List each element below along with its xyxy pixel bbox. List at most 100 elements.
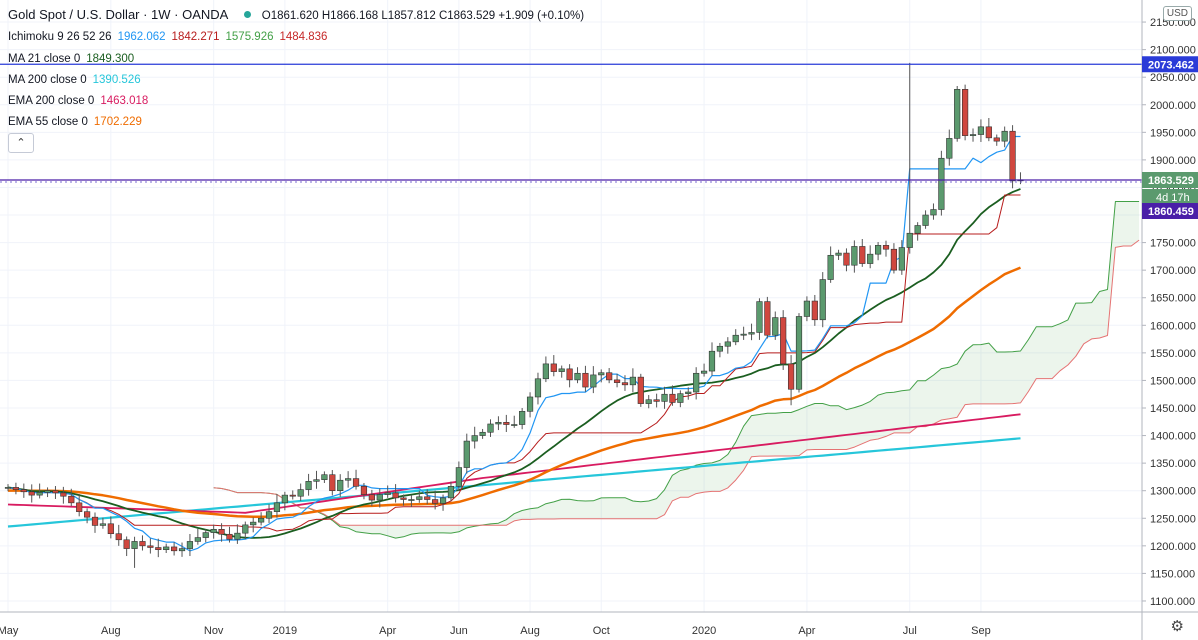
candle-body xyxy=(139,541,146,547)
candle-body xyxy=(716,345,723,352)
candle-body xyxy=(210,528,217,533)
price-tick-label: 1100.000 xyxy=(1150,596,1195,608)
candle-body xyxy=(36,492,43,496)
candle-body xyxy=(874,245,882,255)
indicator-label: EMA 200 close 0 xyxy=(8,95,95,108)
currency-button[interactable]: USD xyxy=(1162,6,1192,21)
candle-body xyxy=(479,431,486,436)
candle-body xyxy=(281,494,288,504)
time-tick-label: Sep xyxy=(971,625,991,637)
ma21-line xyxy=(7,188,1021,539)
candle-body xyxy=(938,157,945,210)
high-price-tag-bg xyxy=(1142,56,1198,73)
price-tick-label: 2100.000 xyxy=(1150,45,1196,57)
candle-body xyxy=(914,225,921,234)
candle-body xyxy=(764,301,771,336)
market-status-icon xyxy=(243,11,251,18)
candle-body xyxy=(28,491,35,496)
candle-body xyxy=(186,541,194,549)
candle-body xyxy=(12,487,20,490)
candle-body xyxy=(76,502,83,512)
candle-body xyxy=(20,489,27,493)
price-tick-label: 2050.000 xyxy=(1150,72,1196,84)
ema55-line xyxy=(7,266,1021,519)
candle-body xyxy=(511,424,518,426)
candle-body xyxy=(598,372,605,376)
candle-body xyxy=(835,252,842,256)
price-tick-label: 1550.000 xyxy=(1150,348,1196,360)
candle-body xyxy=(519,411,526,425)
indicator-value: 1484.836 xyxy=(279,31,328,44)
symbol-title[interactable]: Gold Spot / U.S. Dollar · 1W · OANDA xyxy=(8,7,229,22)
indicator-row[interactable]: Ichimoku 9 26 52 26 1962.062 1842.271 1575.… xyxy=(8,27,584,48)
candle-body xyxy=(131,541,138,549)
candle-body xyxy=(171,546,178,552)
candle-body xyxy=(107,523,114,535)
indicator-value: 1575.926 xyxy=(225,31,274,44)
time-tick-label: Apr xyxy=(798,625,815,637)
settings-gear-icon[interactable]: ⚙ xyxy=(1170,618,1184,635)
candle-body xyxy=(613,379,621,383)
indicator-value: 1962.062 xyxy=(117,31,166,44)
collapse-legend-button[interactable]: ⌃ xyxy=(8,133,34,153)
price-tick-label: 2000.000 xyxy=(1150,100,1196,112)
candle-body xyxy=(368,494,375,501)
candle-body xyxy=(503,422,510,425)
candle-body xyxy=(392,492,399,499)
candle-body xyxy=(400,497,407,500)
candle-body xyxy=(906,232,913,248)
candle-body xyxy=(772,317,779,336)
candle-body xyxy=(297,489,304,497)
candle-body xyxy=(993,137,1000,142)
candle-body xyxy=(447,485,455,499)
candle-body xyxy=(882,245,890,250)
candle-body xyxy=(843,252,850,266)
time-tick-label: 2020 xyxy=(692,625,716,637)
indicator-row[interactable]: MA 200 close 0 1390.526 xyxy=(8,70,584,91)
candle-body xyxy=(890,248,898,271)
indicator-value: 1702.229 xyxy=(93,116,142,129)
candle-body xyxy=(408,499,415,501)
time-tick-label: 2019 xyxy=(273,625,297,637)
indicator-value: 1849.300 xyxy=(86,52,135,65)
candle-body xyxy=(637,376,644,404)
candle-body xyxy=(424,496,431,500)
candle-body xyxy=(700,370,708,374)
candle-body xyxy=(60,492,67,497)
candle-body xyxy=(606,372,613,381)
candle-body xyxy=(629,376,636,386)
candle-body xyxy=(867,253,874,264)
candle-body xyxy=(194,537,201,542)
price-tick-label: 1300.000 xyxy=(1150,486,1196,498)
candle-body xyxy=(202,532,209,538)
candle-body xyxy=(558,368,565,372)
candle-body xyxy=(954,89,961,139)
ichimoku-kijun xyxy=(7,194,1021,532)
candle-body xyxy=(44,490,51,493)
candle-body xyxy=(851,246,858,266)
candle-body xyxy=(969,134,977,136)
indicator-value: 1463.018 xyxy=(100,95,149,108)
candle-body xyxy=(289,494,296,497)
candle-body xyxy=(416,496,423,500)
ichimoku-tenkan xyxy=(7,135,1021,552)
candle-body xyxy=(432,499,439,504)
candle-body xyxy=(313,479,320,482)
candle-body xyxy=(321,474,328,480)
indicator-row[interactable]: EMA 55 close 0 1702.229 xyxy=(8,112,584,133)
indicator-value: 1842.271 xyxy=(171,31,220,44)
candle-body xyxy=(732,334,739,343)
candle-body xyxy=(645,399,652,404)
candle-body xyxy=(376,494,383,501)
price-tick-label: 1350.000 xyxy=(1150,458,1196,470)
price-tick-label: 1600.000 xyxy=(1150,320,1196,332)
time-tick-label: Oct xyxy=(593,625,610,637)
price-tick-label: 1950.000 xyxy=(1150,127,1196,139)
candle-body xyxy=(542,363,549,380)
time-tick-label: Apr xyxy=(379,625,396,637)
indicator-row[interactable]: EMA 200 close 0 1463.018 xyxy=(8,91,584,112)
candle-body xyxy=(305,481,312,490)
indicator-row[interactable]: MA 21 close 0 1849.300 xyxy=(8,49,584,70)
candle-body xyxy=(748,332,755,335)
